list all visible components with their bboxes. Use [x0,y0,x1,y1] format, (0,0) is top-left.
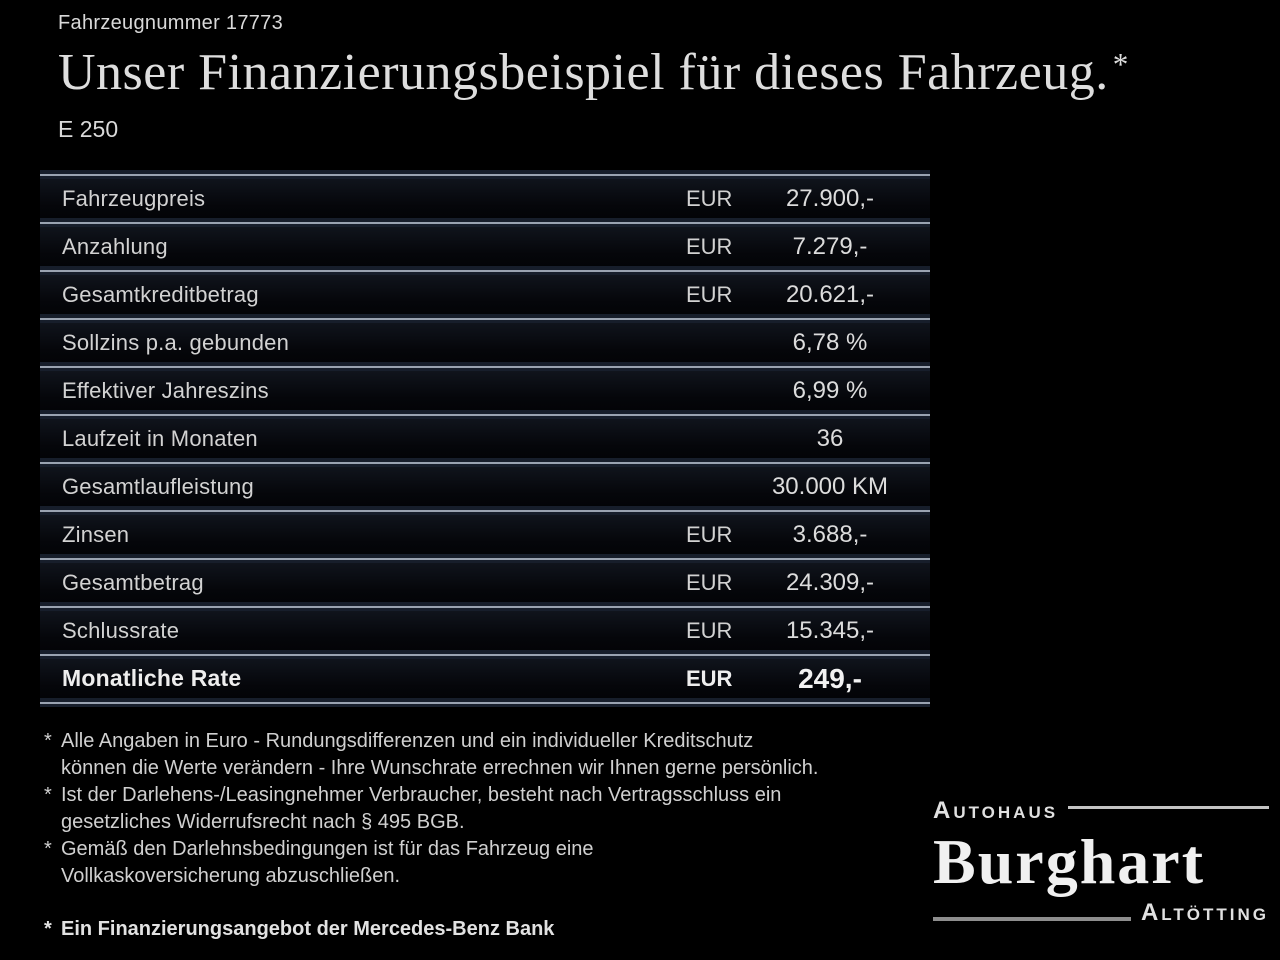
row-label: Gesamtlaufleistung [62,473,254,499]
footnote-line: Ein Finanzierungsangebot der Mercedes-Be… [61,918,555,940]
row-label: Gesamtkreditbetrag [62,281,259,307]
row-label: Gesamtbetrag [62,569,204,595]
row-label: Laufzeit in Monaten [62,425,258,451]
table-row: Zinsen EUR 3.688,- [40,515,930,554]
footnote-text: Ist der Darlehens-/Leasingnehmer Verbrau… [61,782,944,836]
row-label: Sollzins p.a. gebunden [62,329,290,355]
row-currency: EUR [686,521,733,547]
row-currency: EUR [686,665,733,691]
footnote-line: Gemäß den Darlehnsbedingungen ist für da… [61,838,594,860]
table-row: Fahrzeugpreis EUR 27.900,- [40,179,930,218]
footnote: * Alle Angaben in Euro - Rundungsdiffere… [44,728,944,782]
logo-city-label: Altötting [1140,899,1269,926]
row-separator [40,410,930,419]
footnote-marker: * [44,784,52,806]
logo-top-row: Autohaus [933,797,1269,825]
row-label: Zinsen [62,521,130,547]
row-separator [40,506,930,515]
row-value: 15.345,- [785,616,875,644]
page-title: Unser Finanzierungsbeispiel für dieses F… [58,43,1238,102]
vehicle-model: E 250 [58,116,119,142]
row-value: 24.309,- [785,568,875,596]
footnote-line: Ist der Darlehens-/Leasingnehmer Verbrau… [61,784,782,806]
footnote-marker: * [44,838,52,860]
row-label: Effektiver Jahreszins [62,377,269,403]
page-title-text: Unser Finanzierungsbeispiel für dieses F… [58,44,1109,101]
footnote-line: Alle Angaben in Euro - Rundungsdifferenz… [61,730,754,752]
logo-dealer-name: Burghart [933,826,1205,897]
row-separator [40,602,930,611]
footnote-financing-offer: * Ein Finanzierungsangebot der Mercedes-… [44,916,944,943]
footnote-text: Alle Angaben in Euro - Rundungsdifferenz… [61,728,944,782]
row-separator [40,698,930,707]
dealer-logo: Autohaus Burghart Altötting [933,797,1269,927]
footnote: * Ist der Darlehens-/Leasingnehmer Verbr… [44,782,944,836]
logo-bottom-rule [933,917,1131,921]
table-row: Gesamtlaufleistung 30.000 KM [40,467,930,506]
row-value: 30.000 KM [771,472,889,500]
table-row: Effektiver Jahreszins 6,99 % [40,371,930,410]
footnote-text: Ein Finanzierungsangebot der Mercedes-Be… [61,916,944,943]
table-row: Gesamtkreditbetrag EUR 20.621,- [40,275,930,314]
footnote-line: können die Werte verändern - Ihre Wunsch… [61,757,819,779]
row-separator [40,362,930,371]
row-value: 36 [816,424,844,452]
row-separator [40,218,930,227]
table-row: Laufzeit in Monaten 36 [40,419,930,458]
row-currency: EUR [686,569,733,595]
financing-table: Fahrzeugpreis EUR 27.900,- Anzahlung EUR… [40,170,930,707]
footnotes: * Alle Angaben in Euro - Rundungsdiffere… [44,728,944,943]
table-row: Schlussrate EUR 15.345,- [40,611,930,650]
row-value: 6,78 % [792,328,868,356]
footnote: * Gemäß den Darlehnsbedingungen ist für … [44,836,944,890]
row-value: 20.621,- [785,280,875,308]
logo-top-rule [1068,805,1269,809]
table-row-monthly-rate: Monatliche Rate EUR 249,- [40,659,930,698]
row-value: 3.688,- [792,520,868,548]
footnote-line: Vollkaskoversicherung abzuschließen. [61,865,401,887]
row-label: Fahrzeugpreis [62,185,206,211]
row-separator [40,314,930,323]
row-currency: EUR [686,233,733,259]
row-separator [40,650,930,659]
row-value: 6,99 % [792,376,868,404]
row-value: 249,- [798,662,862,694]
row-separator [40,458,930,467]
row-label: Monatliche Rate [62,665,242,691]
row-currency: EUR [686,617,733,643]
footnote-marker: * [44,918,52,940]
row-currency: EUR [686,281,733,307]
row-currency: EUR [686,185,733,211]
footnote-text: Gemäß den Darlehnsbedingungen ist für da… [61,836,944,890]
row-separator [40,554,930,563]
logo-autohaus-label: Autohaus [933,797,1059,824]
title-asterisk: * [1112,47,1129,82]
footnote-line: gesetzliches Widerrufsrecht nach § 495 B… [61,811,465,833]
header: Fahrzeugnummer 17773 Unser Finanzierungs… [58,12,1238,143]
table-row: Gesamtbetrag EUR 24.309,- [40,563,930,602]
logo-bottom-row: Altötting [933,899,1269,927]
row-label: Anzahlung [62,233,168,259]
row-label: Schlussrate [62,617,180,643]
table-row: Anzahlung EUR 7.279,- [40,227,930,266]
table-row: Sollzins p.a. gebunden 6,78 % [40,323,930,362]
footnote-marker: * [44,730,52,752]
row-separator [40,266,930,275]
vehicle-number: Fahrzeugnummer 17773 [58,12,284,34]
row-separator [40,170,930,179]
row-value: 7.279,- [792,232,868,260]
row-value: 27.900,- [785,184,875,212]
